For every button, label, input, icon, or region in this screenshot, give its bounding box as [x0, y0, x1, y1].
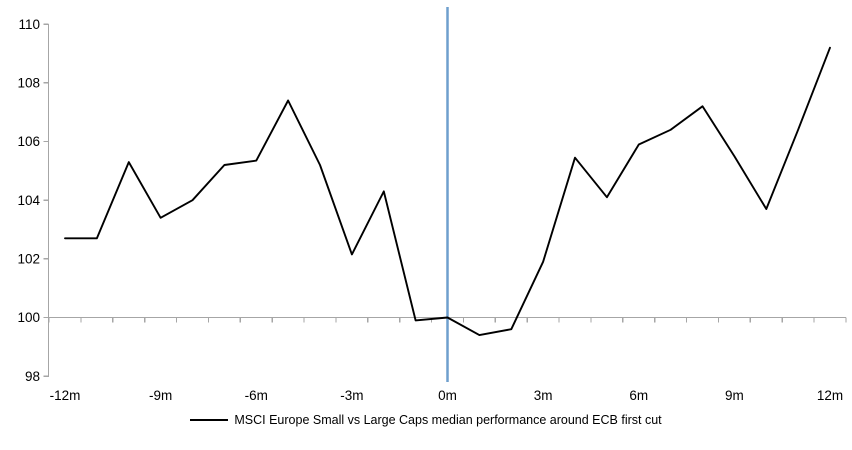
- x-axis-label: 6m: [629, 388, 648, 403]
- y-axis-label: 108: [17, 76, 40, 91]
- x-axis-label: -6m: [245, 388, 268, 403]
- x-axis-label: 3m: [534, 388, 553, 403]
- y-axis-label: 106: [17, 134, 40, 149]
- x-axis-label: 9m: [725, 388, 744, 403]
- x-axis-label: 12m: [817, 388, 843, 403]
- legend-line-sample-icon: [190, 419, 229, 421]
- y-axis-label: 102: [17, 252, 40, 267]
- x-axis-label: -9m: [149, 388, 172, 403]
- x-axis-label: -3m: [340, 388, 363, 403]
- y-axis-label: 100: [17, 310, 40, 325]
- legend-label: MSCI Europe Small vs Large Caps median p…: [234, 413, 662, 427]
- y-axis-label: 110: [18, 17, 40, 32]
- y-axis-label: 98: [25, 369, 40, 384]
- y-axis-label: 104: [17, 193, 40, 208]
- series-line: [64, 46, 831, 337]
- x-axis-label: 0m: [438, 388, 457, 403]
- legend: MSCI Europe Small vs Large Caps median p…: [0, 413, 852, 427]
- x-axis-label: -12m: [50, 388, 81, 403]
